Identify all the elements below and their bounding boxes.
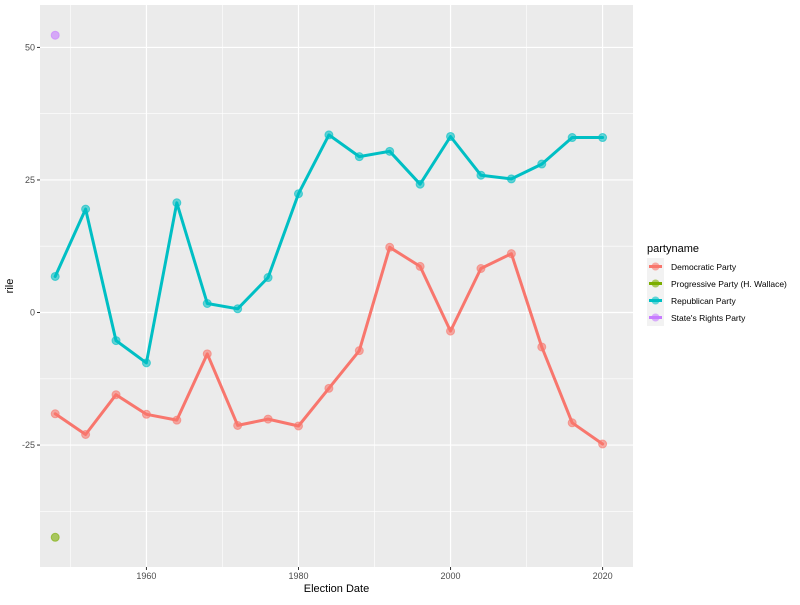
data-point-democratic-party: [233, 420, 243, 430]
data-point-progressive-party-h-wallace: [50, 532, 60, 542]
y-tick-label: 0: [30, 308, 35, 318]
data-point-republican-party: [567, 133, 577, 143]
data-point-democratic-party: [263, 414, 273, 424]
data-point-republican-party: [476, 170, 486, 180]
data-point-republican-party: [537, 159, 547, 169]
data-point-democratic-party: [446, 326, 456, 336]
x-tick-label: 2000: [441, 571, 461, 581]
data-point-democratic-party: [141, 409, 151, 419]
legend-title: partyname: [647, 243, 699, 255]
data-point-democratic-party: [506, 249, 516, 259]
data-point-democratic-party: [111, 390, 121, 400]
x-axis: 1960 1980 2000 2020: [136, 567, 613, 581]
data-point-republican-party: [202, 298, 212, 308]
legend-key-point: [651, 296, 660, 305]
data-point-republican-party: [506, 174, 516, 184]
data-point-democratic-party: [476, 264, 486, 274]
x-tick-label: 2020: [593, 571, 613, 581]
legend-label: Democratic Party: [671, 262, 737, 272]
data-point-republican-party: [598, 133, 608, 143]
data-point-democratic-party: [50, 409, 60, 419]
data-point-republican-party: [81, 204, 91, 214]
data-point-republican-party: [385, 146, 395, 156]
data-point-democratic-party: [81, 429, 91, 439]
data-point-republican-party: [141, 358, 151, 368]
legend-label: Republican Party: [671, 296, 736, 306]
data-point-democratic-party: [385, 242, 395, 252]
series-layer: [50, 30, 608, 542]
data-point-state-s-rights-party: [50, 30, 60, 40]
data-point-democratic-party: [567, 418, 577, 428]
x-axis-label: Election Date: [304, 583, 369, 595]
y-axis: -25 0 25 50: [22, 42, 40, 450]
data-point-republican-party: [415, 179, 425, 189]
grid-major: [40, 5, 633, 567]
data-point-democratic-party: [354, 346, 364, 356]
data-point-democratic-party: [202, 349, 212, 359]
data-point-democratic-party: [324, 383, 334, 393]
data-point-republican-party: [293, 189, 303, 199]
y-tick-label: 50: [25, 42, 35, 52]
data-point-republican-party: [446, 131, 456, 141]
data-point-democratic-party: [415, 261, 425, 271]
data-point-republican-party: [324, 130, 334, 140]
y-tick-label: -25: [22, 440, 35, 450]
legend-label: State's Rights Party: [671, 313, 746, 323]
legend-label: Progressive Party (H. Wallace): [671, 279, 787, 289]
legend: partyname Democratic Party Progressive Pa…: [647, 243, 787, 326]
data-point-democratic-party: [598, 439, 608, 449]
data-point-democratic-party: [293, 421, 303, 431]
legend-key-point: [651, 313, 660, 322]
data-point-republican-party: [172, 198, 182, 208]
data-point-republican-party: [263, 273, 273, 283]
plot-panel: [40, 5, 633, 567]
x-tick-label: 1960: [136, 571, 156, 581]
data-point-republican-party: [111, 336, 121, 346]
data-point-democratic-party: [172, 415, 182, 425]
x-tick-label: 1980: [288, 571, 308, 581]
y-axis-label: rile: [4, 279, 16, 294]
data-point-republican-party: [50, 271, 60, 281]
data-point-republican-party: [354, 152, 364, 162]
legend-key-point: [651, 262, 660, 271]
y-tick-label: 25: [25, 175, 35, 185]
legend-key-point: [651, 279, 660, 288]
data-point-democratic-party: [537, 342, 547, 352]
data-point-republican-party: [233, 304, 243, 314]
